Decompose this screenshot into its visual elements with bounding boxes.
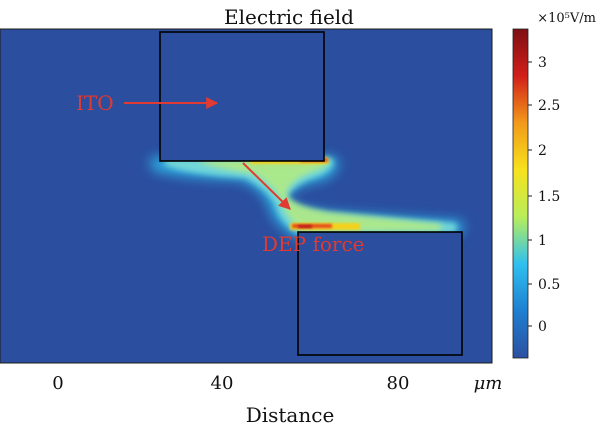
top-electrode (159, 31, 325, 162)
colorbar-ticks: 3 2.5 2 1.5 1 0.5 0 (528, 55, 560, 335)
colorbar: ×10⁵V/m 3 2.5 2 1.5 1 0.5 0 (512, 11, 596, 359)
colorbar-tick-label: 0.5 (538, 277, 560, 293)
colorbar-tick-label: 2 (538, 143, 547, 159)
colorbar-tick-label: 2.5 (538, 98, 560, 114)
x-tick-label: 80 (387, 373, 410, 394)
ito-label: ITO (76, 91, 114, 115)
x-tick-label: 0 (52, 373, 63, 394)
colorbar-tick-label: 0 (538, 319, 547, 335)
colorbar-tick-label: 3 (538, 55, 547, 71)
field-plot (0, 28, 493, 364)
annotations: ITO DEP force (76, 91, 365, 256)
colorbar-tick-label: 1.5 (538, 189, 560, 205)
x-axis-unit: μm (474, 373, 503, 394)
figure-title: Electric field (224, 5, 354, 29)
bottom-electrode (297, 231, 463, 356)
colorbar-tick-label: 1 (538, 233, 547, 249)
colorbar-unit: ×10⁵V/m (537, 11, 596, 26)
dep-force-label: DEP force (262, 232, 365, 256)
dep-arrow (242, 162, 291, 210)
colorbar-bar (512, 28, 529, 359)
x-axis-label: Distance (246, 403, 335, 427)
plot-border (0, 28, 493, 364)
x-tick-label: 40 (211, 373, 234, 394)
x-axis: 0 40 80 μm Distance (52, 373, 502, 427)
